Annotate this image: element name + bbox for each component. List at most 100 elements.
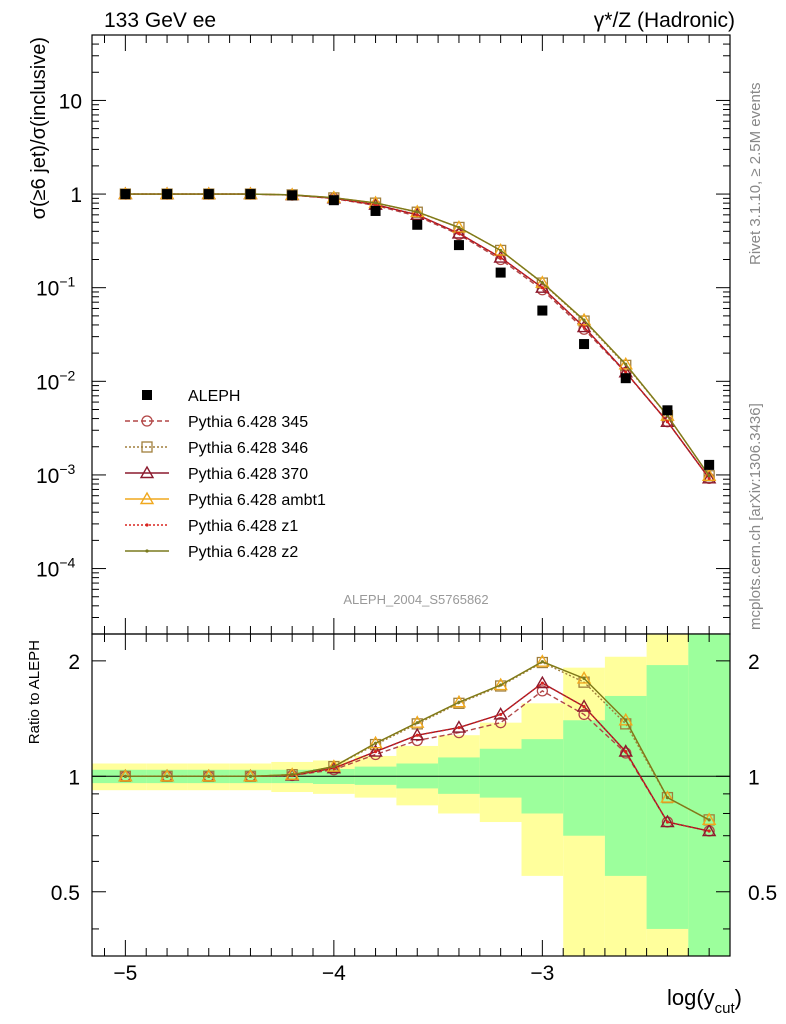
main-series-marker [540, 286, 544, 290]
ratio-series-marker [499, 712, 503, 717]
main-series-marker [582, 325, 586, 329]
main-series-line [125, 193, 710, 477]
aleph-data-point [203, 189, 214, 200]
legend-aleph-label: ALEPH [188, 388, 240, 405]
ratio-series-marker [536, 685, 549, 697]
header-right-label: γ*/Z (Hadronic) [594, 9, 735, 32]
legend-series-label: Pythia 6.428 370 [188, 466, 308, 483]
main-series-marker [624, 370, 628, 374]
ratio-series-marker [540, 681, 544, 685]
ratio-series-marker [499, 683, 503, 687]
ratio-series-marker [618, 744, 633, 757]
ratio-series-marker [618, 712, 633, 726]
ratio-series-marker [707, 829, 711, 833]
ratio-series-marker [495, 680, 507, 692]
ratio-y-tick-label-right: 1 [748, 766, 760, 789]
legend: ALEPH Pythia 6.428 345 Pythia 6.428 346 Pyt… [125, 388, 326, 561]
legend-series-label: Pythia 6.428 346 [188, 440, 308, 457]
legend-series-marker [139, 491, 155, 505]
x-tick-label: −5 [113, 962, 137, 985]
main-series-marker [499, 255, 503, 260]
ratio-y-axis-title: Ratio to ALEPH [26, 640, 43, 744]
ratio-series-marker [457, 725, 461, 730]
side-label-rivet: Rivet 3.1.10, ≥ 2.5M events [747, 83, 764, 266]
ratio-band-inner [438, 757, 480, 794]
ratio-series-marker [326, 759, 342, 772]
aleph-data-point [453, 240, 464, 251]
main-y-tick-label: 10 [59, 90, 82, 113]
legend-series-label: Pythia 6.428 ambt1 [188, 492, 326, 509]
main-series-marker [582, 318, 586, 322]
main-series-marker [493, 250, 508, 263]
ratio-series-marker [415, 733, 419, 737]
main-series-marker [373, 201, 378, 205]
main-series-line [125, 193, 710, 479]
main-plot: 10 1 10−1 10−2 10−3 10−4 [36, 34, 731, 635]
main-series-marker [493, 243, 508, 256]
main-series-marker [453, 228, 465, 241]
main-series-marker [707, 474, 711, 478]
main-series-marker [576, 319, 592, 333]
ratio-series-marker [576, 699, 592, 712]
ratio-series-marker [665, 796, 670, 800]
main-y-tick-label: 10−1 [36, 274, 76, 301]
main-series-marker [624, 362, 628, 366]
ratio-series-marker [536, 656, 549, 669]
main-y-axis-title: σ(≥6 jet)/σ(inclusive) [28, 37, 50, 219]
main-series-marker [618, 356, 633, 370]
ratio-series-marker [701, 823, 717, 837]
ratio-series-marker [207, 774, 211, 778]
ratio-series-marker [165, 774, 169, 778]
legend-series-label: Pythia 6.428 345 [188, 414, 308, 431]
ratio-series-marker [660, 790, 675, 803]
main-y-tick-label: 10−2 [36, 367, 76, 394]
x-axis-title: log(ycut) [667, 985, 742, 1017]
ratio-series-marker [373, 741, 378, 745]
ratio-series-marker [159, 768, 175, 782]
main-series-marker [415, 210, 419, 214]
ratio-series-marker [540, 660, 544, 664]
legend-series-label: Pythia 6.428 z2 [188, 544, 298, 561]
main-series-marker [701, 470, 717, 484]
ratio-series-marker [660, 814, 675, 828]
aleph-data-point [120, 189, 131, 200]
ratio-series-marker [578, 708, 590, 721]
ratio-series-marker [373, 749, 378, 754]
main-series-line [125, 193, 710, 477]
main-series-line [125, 193, 710, 479]
main-series-marker [410, 207, 425, 221]
ratio-series-marker [495, 717, 507, 729]
ratio-band-inner [354, 766, 397, 785]
ratio-series-marker [123, 774, 127, 778]
ratio-y-tick-label: 0.5 [51, 882, 80, 905]
main-y-tick-label: 10−4 [36, 555, 76, 582]
ratio-series-marker [582, 676, 586, 681]
ratio-series-marker [493, 707, 508, 720]
aleph-data-point [287, 190, 298, 201]
aleph-data-point [245, 189, 256, 200]
aleph-data-point [579, 339, 590, 350]
ratio-series-marker [201, 768, 216, 782]
aleph-data-point [412, 219, 423, 230]
aleph-data-point [328, 195, 339, 206]
ratio-series-marker [582, 704, 586, 709]
legend-series-marker [141, 415, 153, 427]
header-left-label: 133 GeV ee [104, 9, 216, 32]
ratio-series-marker [453, 697, 465, 709]
ratio-series-marker [535, 654, 550, 667]
ratio-series-marker [118, 768, 133, 782]
ratio-y-tick-label-right: 0.5 [748, 882, 777, 905]
ratio-plot-frame [91, 633, 731, 957]
main-series-marker [499, 248, 503, 253]
ratio-series-marker [332, 765, 336, 769]
ratio-series-marker [535, 675, 550, 689]
ratio-band-inner [479, 748, 522, 798]
aleph-data-point [370, 205, 381, 216]
legend-series-marker [139, 465, 155, 479]
x-tick-label: −3 [530, 962, 554, 985]
main-series-marker [457, 225, 461, 230]
ratio-band-inner [563, 720, 605, 836]
main-y-tick-label: 10−3 [36, 461, 76, 488]
legend-series-label: Pythia 6.428 z1 [188, 518, 298, 535]
